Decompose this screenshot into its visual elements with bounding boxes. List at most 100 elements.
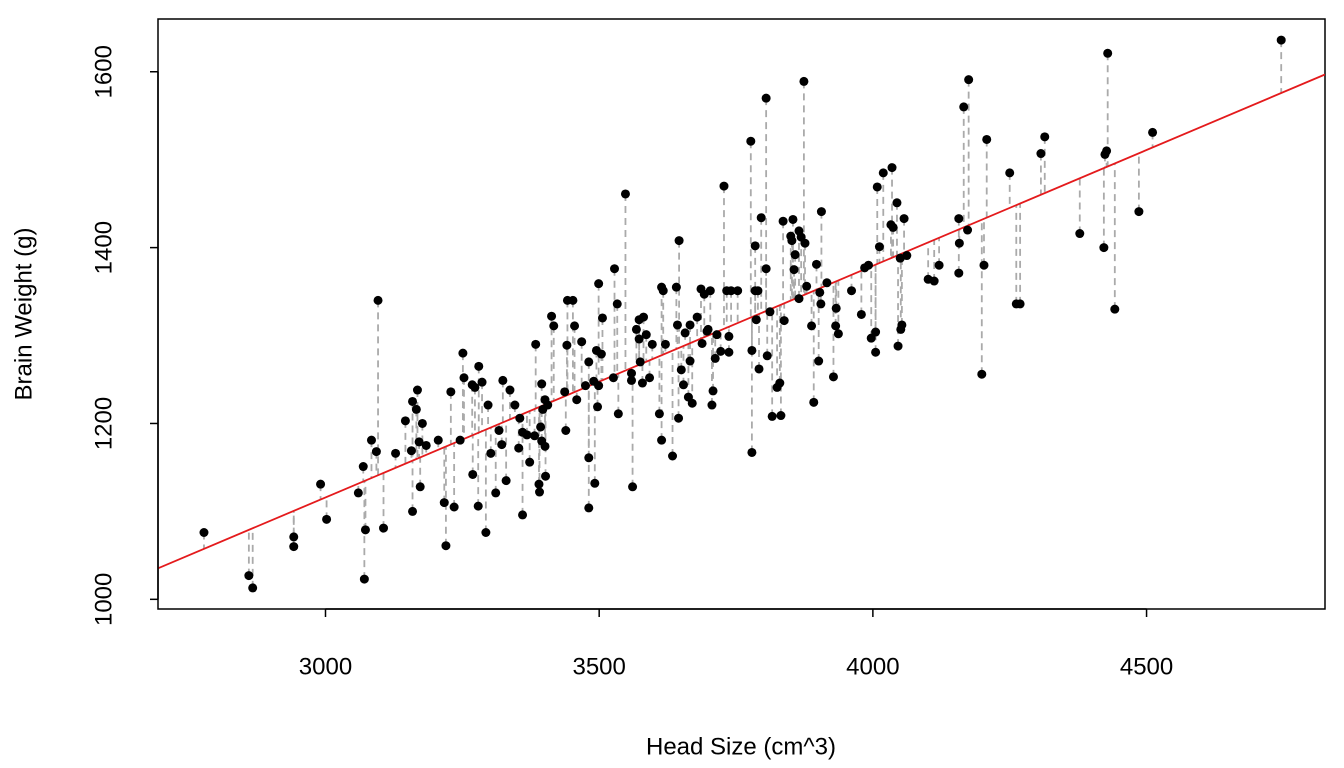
point xyxy=(822,278,832,288)
point xyxy=(959,102,969,112)
point xyxy=(449,502,459,512)
point xyxy=(289,532,299,542)
point xyxy=(761,264,771,274)
point xyxy=(934,260,944,270)
point xyxy=(634,334,644,344)
point xyxy=(561,426,571,436)
point xyxy=(856,309,866,319)
regression-line xyxy=(158,73,1325,570)
point xyxy=(400,416,410,426)
point xyxy=(199,528,209,538)
point xyxy=(406,446,416,456)
point xyxy=(360,525,370,535)
point xyxy=(674,236,684,246)
x-tick-label: 3000 xyxy=(299,653,352,680)
point xyxy=(408,506,418,516)
point xyxy=(628,482,638,492)
point xyxy=(612,299,622,309)
point xyxy=(530,431,540,441)
y-axis-label: Brain Weight (g) xyxy=(10,228,37,401)
point xyxy=(647,339,657,349)
point xyxy=(613,409,623,419)
point xyxy=(635,357,645,367)
point xyxy=(289,542,299,552)
point xyxy=(610,264,620,274)
point xyxy=(660,339,670,349)
x-tick-label: 4500 xyxy=(1120,653,1173,680)
point xyxy=(954,268,964,278)
point xyxy=(733,286,743,296)
point xyxy=(560,387,570,397)
point xyxy=(536,422,546,432)
point xyxy=(412,385,422,395)
point xyxy=(977,369,987,379)
point xyxy=(473,501,483,511)
point xyxy=(1103,48,1113,58)
point xyxy=(1134,207,1144,217)
point xyxy=(790,250,800,260)
point xyxy=(788,214,798,224)
point xyxy=(707,400,717,410)
y-tick-label: 1400 xyxy=(90,221,117,274)
point xyxy=(455,435,465,445)
point xyxy=(672,320,682,330)
point xyxy=(680,328,690,338)
point xyxy=(497,440,507,450)
point xyxy=(811,259,821,269)
points xyxy=(199,35,1286,593)
point xyxy=(964,75,974,85)
point xyxy=(658,286,668,296)
x-tick-label: 3500 xyxy=(572,653,625,680)
point xyxy=(414,437,424,447)
point xyxy=(765,307,775,317)
point xyxy=(705,286,715,296)
point xyxy=(514,443,524,453)
point xyxy=(540,441,550,451)
point xyxy=(815,287,825,297)
point xyxy=(746,136,756,146)
point xyxy=(470,382,480,392)
point xyxy=(847,286,857,296)
point xyxy=(671,282,681,292)
point xyxy=(371,447,381,457)
point xyxy=(458,348,468,358)
y-tick-label: 1600 xyxy=(90,45,117,98)
point xyxy=(505,385,515,395)
point xyxy=(468,469,478,479)
point xyxy=(668,451,678,461)
point xyxy=(654,409,664,419)
point xyxy=(761,93,771,103)
point xyxy=(531,339,541,349)
point xyxy=(863,260,873,270)
point xyxy=(541,471,551,481)
point xyxy=(724,331,734,341)
point xyxy=(712,330,722,340)
point xyxy=(353,488,363,498)
point xyxy=(577,337,587,347)
point xyxy=(594,381,604,391)
point xyxy=(379,523,389,533)
point xyxy=(518,510,528,520)
point xyxy=(534,479,544,489)
point xyxy=(747,345,757,355)
point xyxy=(692,312,702,322)
point xyxy=(549,321,559,331)
point xyxy=(657,435,667,445)
point xyxy=(547,311,557,321)
point xyxy=(809,397,819,407)
point xyxy=(794,294,804,304)
point xyxy=(776,411,786,421)
point xyxy=(893,341,903,351)
point xyxy=(596,349,606,359)
fit-layer xyxy=(158,73,1325,570)
point xyxy=(631,324,641,334)
point xyxy=(322,514,332,524)
point xyxy=(481,528,491,538)
point xyxy=(676,365,686,375)
point xyxy=(411,404,421,414)
point xyxy=(637,378,647,388)
point xyxy=(685,320,695,330)
point xyxy=(584,453,594,463)
point xyxy=(1099,243,1109,253)
